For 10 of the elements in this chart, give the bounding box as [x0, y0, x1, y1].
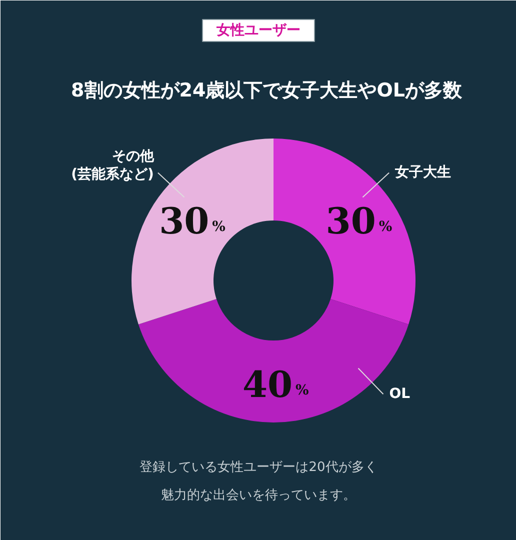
data-label: 30%: [159, 200, 226, 242]
slice-label: 女子大生: [394, 164, 452, 181]
slice-label: その他 (芸能系など): [71, 148, 155, 183]
text: 魅力的な出会いを待っています。: [161, 488, 356, 503]
chart-subtitle: 女性ユーザー: [216, 22, 300, 38]
text: 登録している女性ユーザーは20代が多く: [140, 460, 378, 475]
data-label: 40%: [242, 364, 309, 406]
data-label: 30%: [326, 200, 392, 242]
chart-title: 8割の女性が24歳以下で女子大生やOLが多数: [71, 80, 463, 102]
slice-label: OL: [389, 386, 410, 402]
